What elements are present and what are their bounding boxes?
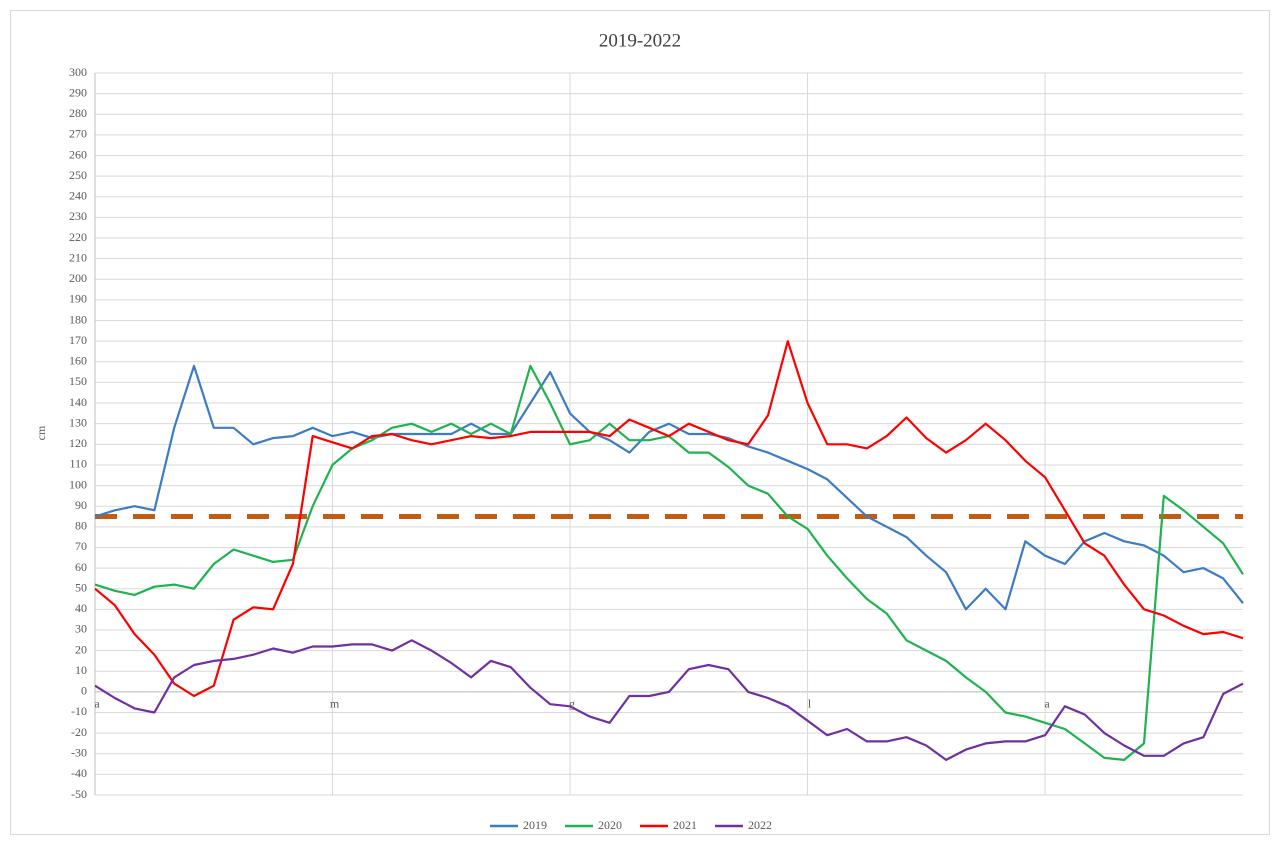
y-tick-label: 20 (75, 642, 87, 656)
x-tick-label: m (330, 697, 340, 711)
y-tick-label: 250 (69, 168, 87, 182)
y-tick-label: -50 (71, 787, 87, 801)
y-tick-label: 140 (69, 395, 87, 409)
y-tick-label: 130 (69, 415, 87, 429)
y-tick-label: 280 (69, 106, 87, 120)
y-tick-label: 60 (75, 560, 87, 574)
series-line (94, 639, 1244, 761)
chart-title: 2019-2022 (599, 30, 681, 51)
y-tick-label: 260 (69, 147, 87, 161)
y-tick-label: 50 (75, 580, 87, 594)
legend-label: 2020 (598, 818, 622, 832)
y-tick-label: 0 (81, 684, 87, 698)
y-tick-label: 30 (75, 622, 87, 636)
y-tick-label: 160 (69, 354, 87, 368)
x-tick-label: l (808, 697, 812, 711)
y-tick-label: 270 (69, 127, 87, 141)
y-tick-label: 40 (75, 601, 87, 615)
series-line (94, 340, 1244, 698)
y-tick-label: 240 (69, 189, 87, 203)
series-line (94, 364, 1244, 611)
y-tick-label: 200 (69, 271, 87, 285)
legend-label: 2022 (748, 818, 772, 832)
y-tick-label: 120 (69, 436, 87, 450)
x-tick-label: a (1044, 697, 1050, 711)
y-tick-label: 70 (75, 539, 87, 553)
y-tick-label: -10 (71, 704, 87, 718)
y-tick-label: 80 (75, 519, 87, 533)
y-tick-label: 230 (69, 209, 87, 223)
y-axis-label: cm (34, 425, 48, 440)
y-tick-label: -20 (71, 725, 87, 739)
y-tick-label: 150 (69, 374, 87, 388)
y-tick-label: 10 (75, 663, 87, 677)
y-tick-label: 180 (69, 312, 87, 326)
y-tick-label: 220 (69, 230, 87, 244)
y-tick-label: 90 (75, 498, 87, 512)
chart-frame (10, 10, 1270, 835)
y-tick-label: 190 (69, 292, 87, 306)
y-tick-label: 170 (69, 333, 87, 347)
y-tick-label: 100 (69, 477, 87, 491)
x-tick-label: a (94, 697, 100, 711)
x-tick-label: g (569, 697, 575, 711)
legend-label: 2021 (673, 818, 697, 832)
y-tick-label: 210 (69, 250, 87, 264)
y-tick-label: 290 (69, 85, 87, 99)
y-tick-label: -30 (71, 745, 87, 759)
legend-label: 2019 (523, 818, 547, 832)
y-tick-label: 110 (69, 457, 87, 471)
y-tick-label: 300 (69, 65, 87, 79)
y-tick-label: -40 (71, 766, 87, 780)
